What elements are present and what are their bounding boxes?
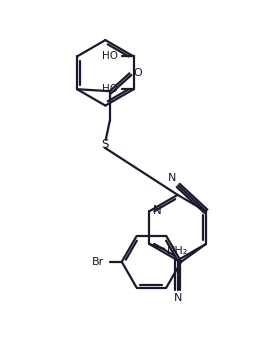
Text: S: S [101,138,108,151]
Text: O: O [133,68,142,78]
Text: Br: Br [92,257,104,267]
Text: HO: HO [102,51,118,61]
Text: N: N [168,174,176,184]
Text: NH₂: NH₂ [166,246,188,256]
Text: N: N [173,293,182,303]
Text: HO: HO [102,84,118,94]
Text: N: N [153,204,162,217]
